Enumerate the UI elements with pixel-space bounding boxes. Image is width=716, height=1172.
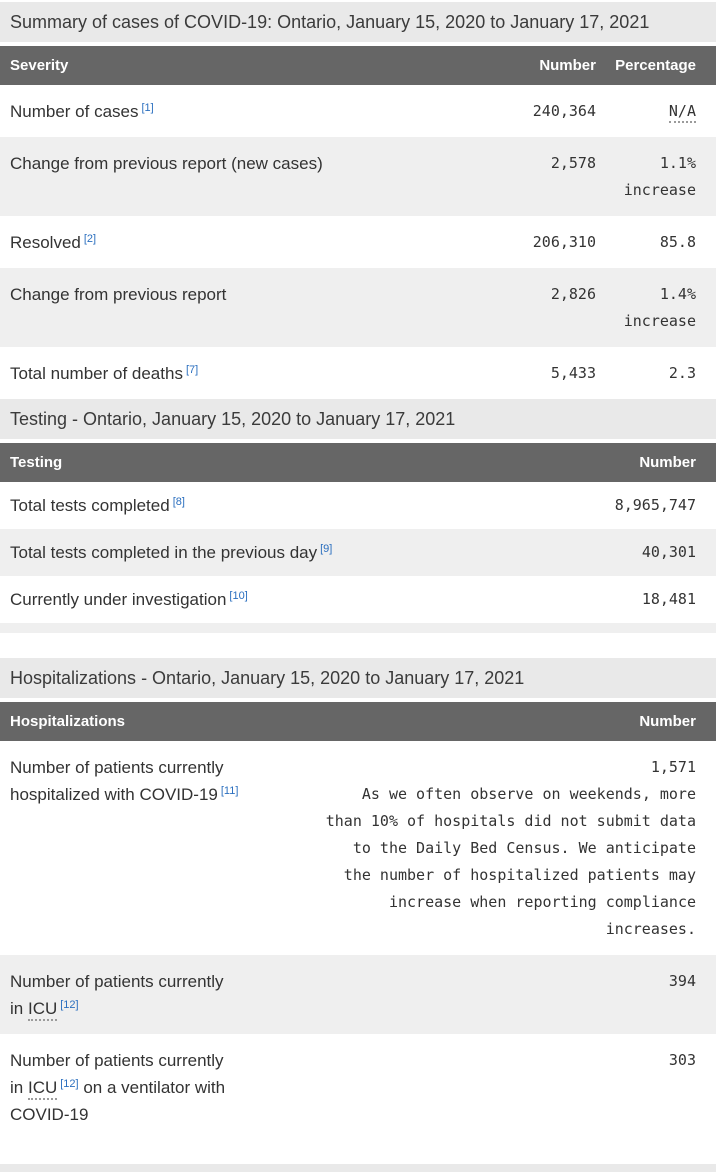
row-label-text: Total tests completed in the previous da…: [10, 543, 318, 562]
row-number-value: 2,826: [550, 285, 596, 303]
table-row-under-investigation: Currently under investigation [10] 18,481: [0, 576, 716, 623]
table-end-strip: [0, 623, 716, 633]
row-number-value: 5,433: [550, 364, 596, 382]
row-label-text: Change from previous report: [10, 285, 227, 304]
table-row-deaths: Total number of deaths [7] 5,433 2.3: [0, 347, 716, 399]
summary-table-header: Severity Number Percentage: [0, 46, 716, 85]
footnote-link-12[interactable]: [12]: [60, 1078, 79, 1090]
hospitalizations-column-header: Hospitalizations: [10, 713, 126, 730]
table-row-change-new-cases: Change from previous report (new cases) …: [0, 137, 716, 216]
footnote-link-8[interactable]: [8]: [172, 496, 185, 508]
row-label: Resolved [2]: [10, 229, 486, 256]
row-label: Number of patients currently in ICU [12]: [10, 968, 295, 1022]
percentage-column-header: Percentage: [615, 57, 696, 74]
testing-table-header: Testing Number: [0, 443, 716, 482]
row-percentage-value: N/A: [596, 98, 696, 125]
summary-section: Summary of cases of COVID-19: Ontario, J…: [0, 2, 716, 399]
row-number-value: 206,310: [532, 233, 596, 251]
footnote-link-11[interactable]: [11]: [220, 785, 239, 797]
next-section-edge-strip: [0, 1164, 716, 1172]
row-number-value: 40,301: [641, 543, 696, 561]
row-label-text: Number of patients currently in: [10, 972, 224, 1018]
row-number-value: 1,571: [650, 758, 696, 776]
table-row-resolved: Resolved [2] 206,310 85.8: [0, 216, 716, 268]
hospitalizations-section: Hospitalizations - Ontario, January 15, …: [0, 658, 716, 1172]
row-number-value: 240,364: [532, 102, 596, 120]
row-label-text: Number of patients currently in: [10, 1051, 224, 1097]
table-row-total-tests: Total tests completed [8] 8,965,747: [0, 482, 716, 529]
testing-section-title: Testing - Ontario, January 15, 2020 to J…: [0, 399, 716, 439]
summary-section-title: Summary of cases of COVID-19: Ontario, J…: [0, 2, 716, 42]
table-row-icu: Number of patients currently in ICU [12] …: [0, 955, 716, 1034]
row-label-text: Currently under investigation: [10, 590, 227, 609]
table-row-tests-previous-day: Total tests completed in the previous da…: [0, 529, 716, 576]
table-row-number-of-cases: Number of cases [1] 240,364 N/A: [0, 85, 716, 137]
severity-column-header: Severity: [10, 57, 69, 74]
hospital-reporting-note: As we often observe on weekends, more th…: [325, 785, 696, 938]
hospitalizations-section-title: Hospitalizations - Ontario, January 15, …: [0, 658, 716, 698]
na-abbreviation[interactable]: N/A: [668, 102, 696, 123]
row-number-value: 8,965,747: [614, 496, 696, 514]
row-value-cell: 1,571 As we often observe on weekends, m…: [295, 754, 696, 943]
table-row-hospitalized: Number of patients currently hospitalize…: [0, 741, 716, 955]
row-label: Total tests completed [8]: [10, 492, 496, 519]
number-column-header: Number: [539, 57, 596, 74]
footnote-link-2[interactable]: [2]: [83, 233, 97, 245]
row-label-text-post: on a ventilator with COVID-19: [10, 1078, 226, 1124]
number-column-header: Number: [639, 454, 696, 471]
icu-abbreviation[interactable]: ICU: [27, 999, 58, 1021]
table-row-change-resolved: Change from previous report 2,826 1.4% i…: [0, 268, 716, 347]
hospitalizations-table-header: Hospitalizations Number: [0, 702, 716, 741]
row-number-value: 303: [668, 1051, 696, 1069]
row-number-value: 2,578: [550, 154, 596, 172]
row-percentage-value: 2.3: [668, 364, 696, 382]
row-percentage-value: 85.8: [659, 233, 696, 251]
footnote-link-9[interactable]: [9]: [320, 543, 333, 555]
row-label-text: Number of cases: [10, 102, 139, 121]
row-percentage-value: 1.1% increase: [623, 154, 696, 199]
table-row-icu-ventilator: Number of patients currently in ICU [12] …: [0, 1034, 716, 1140]
row-label-text: Total tests completed: [10, 496, 170, 515]
footnote-link-12[interactable]: [12]: [60, 999, 79, 1011]
row-label-text: Change from previous report (new cases): [10, 154, 323, 173]
row-label: Total number of deaths [7]: [10, 360, 486, 387]
row-label: Change from previous report (new cases): [10, 150, 486, 177]
number-column-header: Number: [639, 713, 696, 730]
footnote-link-7[interactable]: [7]: [185, 364, 199, 376]
row-number-value: 394: [668, 972, 696, 990]
row-number-value: 18,481: [641, 590, 696, 608]
testing-section: Testing - Ontario, January 15, 2020 to J…: [0, 399, 716, 658]
section-gap: [0, 633, 716, 658]
row-label: Total tests completed in the previous da…: [10, 539, 496, 566]
row-label-text: Resolved: [10, 233, 81, 252]
row-label: Change from previous report: [10, 281, 486, 308]
row-label-text: Number of patients currently hospitalize…: [10, 758, 224, 804]
testing-column-header: Testing: [10, 454, 63, 471]
row-label: Number of patients currently hospitalize…: [10, 754, 295, 808]
row-label: Currently under investigation [10]: [10, 586, 496, 613]
row-label-text: Total number of deaths: [10, 364, 183, 383]
icu-abbreviation[interactable]: ICU: [27, 1078, 58, 1100]
row-label: Number of patients currently in ICU [12] …: [10, 1047, 295, 1128]
row-label: Number of cases [1]: [10, 98, 486, 125]
footnote-link-10[interactable]: [10]: [229, 590, 248, 602]
row-percentage-value: 1.4% increase: [623, 285, 696, 330]
footnote-link-1[interactable]: [1]: [141, 102, 154, 114]
